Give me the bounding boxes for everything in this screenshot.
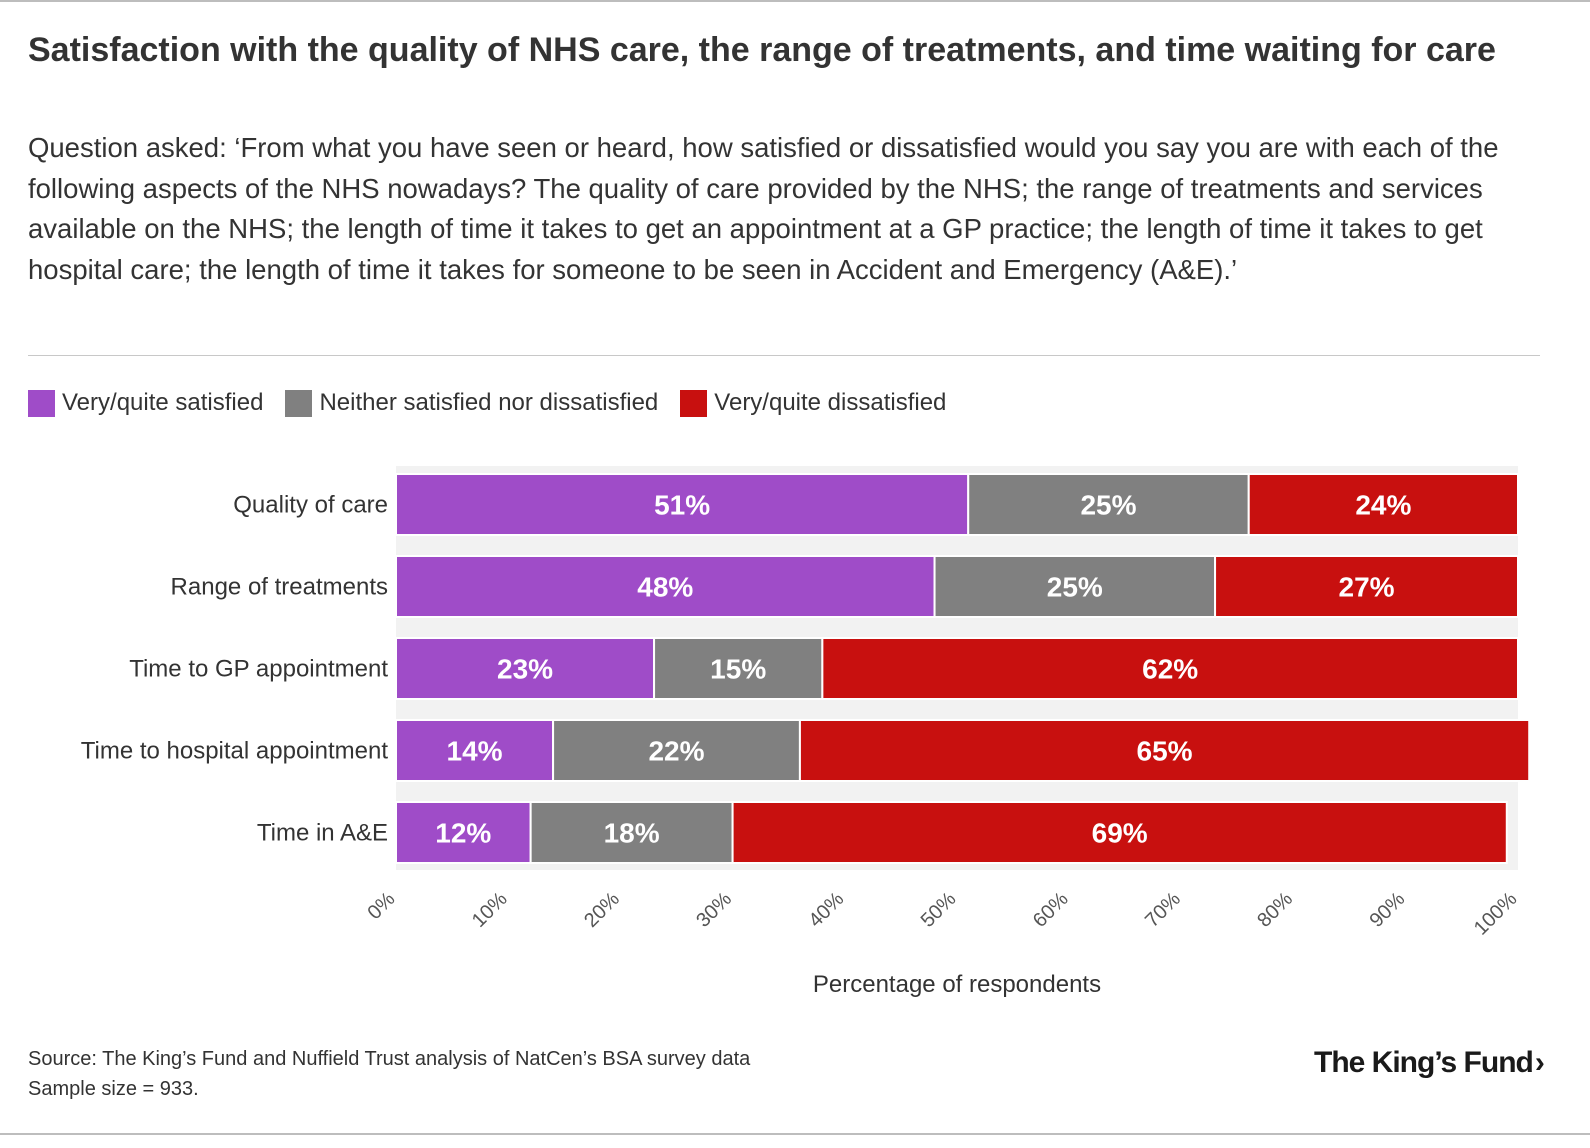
x-tick-label: 100% [1470,888,1522,940]
data-label: 14% [447,736,503,767]
data-label: 12% [435,818,491,849]
legend-item-satisfied: Very/quite satisfied [28,389,263,417]
data-label: 25% [1047,572,1103,603]
category-label: Quality of care [233,492,388,519]
sample-size-note: Sample size = 933. [28,1078,199,1100]
top-rule [0,0,1590,2]
data-label: 27% [1339,572,1395,603]
x-tick-label: 0% [364,888,400,924]
x-tick-label: 30% [692,888,736,932]
bar-segment [798,719,1531,782]
data-label: 15% [710,654,766,685]
data-label: 22% [648,736,704,767]
legend-label-neither: Neither satisfied nor dissatisfied [319,389,659,416]
x-tick-label: 70% [1141,888,1185,932]
bar-segment [395,473,970,536]
data-label: 25% [1080,490,1136,521]
data-label: 62% [1142,654,1198,685]
bar-segment [653,637,824,700]
category-label: Time in A&E [257,820,388,847]
data-label: 48% [637,572,693,603]
source-note: Source: The King’s Fund and Nuffield Tru… [28,1048,751,1070]
chart-title: Satisfaction with the quality of NHS car… [28,31,1496,69]
legend-swatch-neither [285,389,313,417]
category-label: Time to hospital appointment [81,738,389,765]
logo-text: The King’s Fund [1314,1046,1534,1079]
bar-segment [395,801,532,864]
bar-segment [395,555,936,618]
data-label: 65% [1137,736,1193,767]
bar-segment [933,555,1217,618]
data-label: 69% [1092,818,1148,849]
stacked-bar-chart: Quality of care 51% 25% 24% Range of treatme… [81,466,1531,998]
footer-source-block: Source: The King’s Fund and Nuffield Tru… [28,1044,750,1104]
data-label: 51% [654,490,710,521]
bar-segment [967,473,1250,536]
bottom-rule [0,1133,1590,1135]
logo-chevron-icon: › [1534,1046,1545,1079]
x-tick-label: 80% [1253,888,1297,932]
bar-segment [1214,555,1520,618]
bar-segment [529,801,734,864]
legend-swatch-dissatisfied [680,389,708,417]
x-tick-label: 50% [917,888,961,932]
data-label: 23% [497,654,553,685]
bar-segment [1247,473,1519,536]
data-label: 18% [604,818,660,849]
x-tick-label: 20% [580,888,624,932]
kings-fund-logo: The King’s Fund › [1314,1046,1545,1080]
divider [28,355,1540,356]
bar-segment [821,637,1519,700]
legend-label-dissatisfied: Very/quite dissatisfied [714,389,947,416]
x-tick-label: 60% [1029,888,1073,932]
bar-segment [552,719,801,782]
x-tick-label: 40% [804,888,848,932]
legend-item-neither: Neither satisfied nor dissatisfied [285,389,658,417]
category-label: Range of treatments [171,574,388,601]
x-axis-title: Percentage of respondents [813,971,1101,998]
chart-subtitle: Question asked: ‘From what you have seen… [28,132,1499,285]
data-label: 24% [1355,490,1411,521]
bar-segment [395,719,555,782]
legend: Very/quite satisfied Neither satisfied n… [28,386,968,420]
legend-item-dissatisfied: Very/quite dissatisfied [680,389,946,417]
category-label: Time to GP appointment [129,656,388,683]
x-tick-label: 90% [1365,888,1409,932]
x-tick-label: 10% [468,888,512,932]
legend-swatch-satisfied [28,389,55,417]
legend-label-satisfied: Very/quite satisfied [62,389,264,416]
bar-segment [731,801,1508,864]
